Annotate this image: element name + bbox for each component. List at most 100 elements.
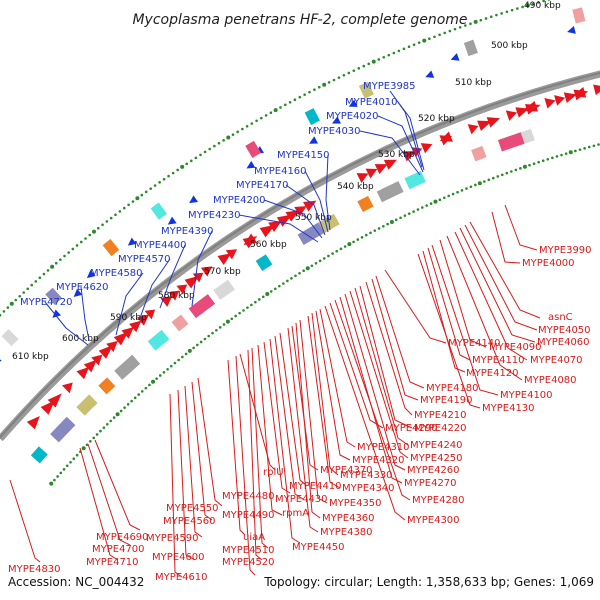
scale-dot (399, 216, 402, 220)
gene-label: MYPE4020 (326, 111, 379, 122)
scale-dot (84, 237, 87, 240)
scale-dot (443, 31, 447, 35)
scale-dot (0, 313, 2, 317)
scale-dot (392, 51, 396, 55)
scale-dot (339, 247, 343, 251)
scale-dot (261, 295, 265, 299)
feature-block (114, 354, 141, 380)
gene-label: MYPE3990 (539, 245, 592, 256)
gene-label: MYPE4580 (90, 268, 143, 279)
gene-label: MYPE3985 (363, 81, 416, 92)
gene-arrow (374, 164, 388, 175)
scale-dot (474, 183, 477, 187)
scale-dot (222, 139, 225, 142)
gene-label: MYPE4370 (320, 465, 373, 476)
gene-label: asnC (548, 312, 573, 323)
scale-dot (360, 236, 364, 239)
gene-label: MYPE4180 (426, 383, 479, 394)
gene-label: MYPE4380 (320, 527, 373, 538)
scale-dot (505, 171, 509, 175)
scale-dot (151, 379, 156, 384)
scale-dot (49, 481, 54, 486)
map-title: Mycoplasma penetrans HF-2, complete geno… (132, 12, 467, 28)
gene-arrow (83, 359, 97, 373)
feature-block (150, 202, 167, 220)
gene-label: rplU (263, 467, 284, 478)
scale-dot (119, 409, 123, 413)
scale-dot (92, 436, 96, 440)
scale-dot (279, 106, 282, 109)
gene-arrow (411, 147, 423, 158)
scale-dot (487, 178, 491, 182)
feature-block (376, 181, 404, 203)
gene-label: MYPE4320 (352, 455, 405, 466)
scale-dot (528, 163, 531, 167)
scale-dot (547, 0, 551, 1)
gene-arrow (167, 216, 177, 225)
scale-dot (373, 229, 377, 232)
scale-dot (211, 331, 214, 335)
gene-label: MYPE4400 (134, 240, 187, 251)
gene-label: MYPE4210 (414, 410, 467, 421)
scale-dot (335, 249, 339, 253)
scale-dot (447, 194, 450, 198)
tick-label-490: 490 kbp (524, 1, 561, 11)
scale-dot (352, 69, 356, 72)
scale-dot (302, 269, 305, 273)
scale-dot (343, 245, 347, 248)
gene-label: MYPE4410 (289, 481, 342, 492)
scale-dot (522, 164, 527, 169)
scale-dot (131, 200, 135, 203)
scale-dot (265, 292, 270, 297)
gene-arrow (192, 272, 204, 283)
scale-dot (551, 156, 554, 160)
gene-arrow (242, 236, 258, 249)
scale-dot (218, 326, 222, 329)
gene-arrow (383, 159, 398, 170)
scale-dot (22, 291, 26, 294)
gene-arrow (309, 136, 319, 144)
scale-dot (407, 45, 411, 49)
scale-dot (245, 124, 249, 128)
scale-dot (130, 399, 133, 403)
gene-arrow (294, 206, 307, 217)
scale-dot (433, 35, 436, 39)
scale-dot (50, 264, 55, 269)
scale-dot (215, 328, 218, 332)
scale-dot (63, 254, 66, 258)
gene-arrow (176, 284, 188, 295)
scale-dot (99, 429, 102, 433)
gene-label: MYPE4260 (407, 465, 460, 476)
scale-dot (386, 222, 389, 226)
scale-dot (34, 280, 38, 283)
scale-dot (469, 185, 473, 189)
scale-dot (412, 210, 415, 213)
scale-dot (238, 311, 241, 315)
scale-dot (438, 198, 442, 202)
scale-dot (153, 184, 157, 187)
scale-dot (448, 29, 452, 33)
scale-dot (140, 390, 144, 393)
gene-arrow (285, 210, 300, 222)
accession-text: Accession: NC_004432 (8, 575, 144, 589)
scale-dot (277, 284, 281, 288)
gene-arrow (276, 214, 293, 227)
scale-dot (192, 346, 195, 350)
gene-arrow (356, 173, 369, 183)
scale-dot (137, 393, 141, 396)
red-leaders (9, 204, 541, 578)
scale-dot (2, 310, 6, 313)
gene-label: MYPE4430 (275, 494, 328, 505)
scale-dot (122, 206, 126, 210)
scale-dot (352, 240, 355, 244)
scale-dot (269, 290, 273, 293)
scale-dot (294, 274, 297, 278)
scale-dot (438, 33, 441, 37)
scale-dot (135, 196, 140, 201)
gene-arrow (225, 249, 238, 260)
scale-dot (587, 145, 591, 149)
scale-dot (222, 323, 226, 326)
scale-dot (484, 17, 488, 20)
feature-blocks (1, 7, 586, 464)
scale-dot (407, 212, 411, 215)
